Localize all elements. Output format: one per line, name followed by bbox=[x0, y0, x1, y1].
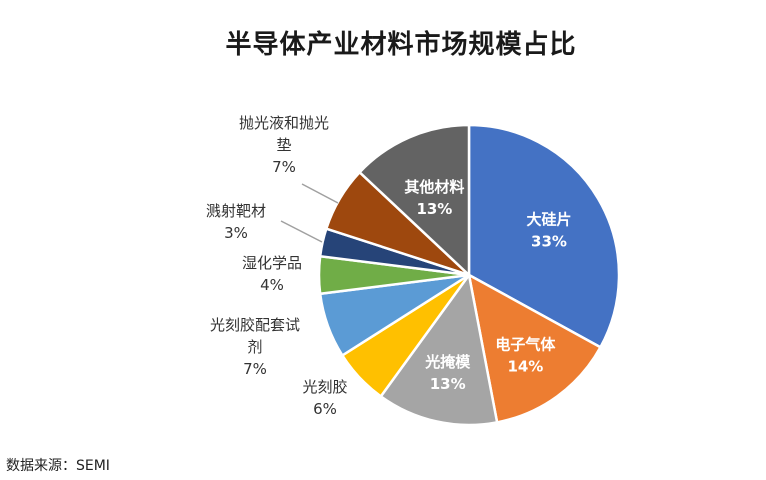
slice-name-label: 湿化学品 bbox=[242, 254, 302, 272]
chart-title: 半导体产业材料市场规模占比 bbox=[225, 30, 577, 60]
slice-name-label: 光刻胶配套试 bbox=[210, 316, 300, 334]
slice-name-label: 溅射靶材 bbox=[206, 202, 266, 220]
slice-name-label: 电子气体 bbox=[495, 336, 556, 354]
slice-value-label: 6% bbox=[313, 400, 337, 418]
slice-value-label: 13% bbox=[416, 200, 452, 218]
slice-value-label: 13% bbox=[430, 375, 466, 393]
slice-value-label: 4% bbox=[260, 276, 284, 294]
slice-value-label: 33% bbox=[531, 233, 567, 251]
leader-line bbox=[301, 183, 339, 204]
slice-name-label: 光刻胶 bbox=[302, 378, 347, 396]
slice-name-label: 剂 bbox=[247, 338, 262, 356]
slice-value-label: 14% bbox=[507, 358, 543, 376]
slice-name-label: 其他材料 bbox=[404, 178, 464, 196]
pie-slice bbox=[467, 272, 603, 424]
slice-name-label: 抛光液和抛光 bbox=[239, 114, 329, 132]
slice-value-label: 3% bbox=[224, 224, 248, 242]
pie-slice bbox=[379, 271, 499, 427]
pie-slice bbox=[357, 123, 471, 278]
slice-value-label: 7% bbox=[243, 360, 267, 378]
slice-name-label: 光掩模 bbox=[424, 353, 471, 371]
leader-line bbox=[280, 220, 323, 243]
source-note: 数据来源：SEMI bbox=[6, 458, 110, 474]
pie-slice bbox=[467, 123, 621, 349]
slice-value-label: 7% bbox=[272, 158, 296, 176]
slice-name-label: 垫 bbox=[276, 136, 291, 154]
slice-name-label: 大硅片 bbox=[526, 211, 571, 229]
